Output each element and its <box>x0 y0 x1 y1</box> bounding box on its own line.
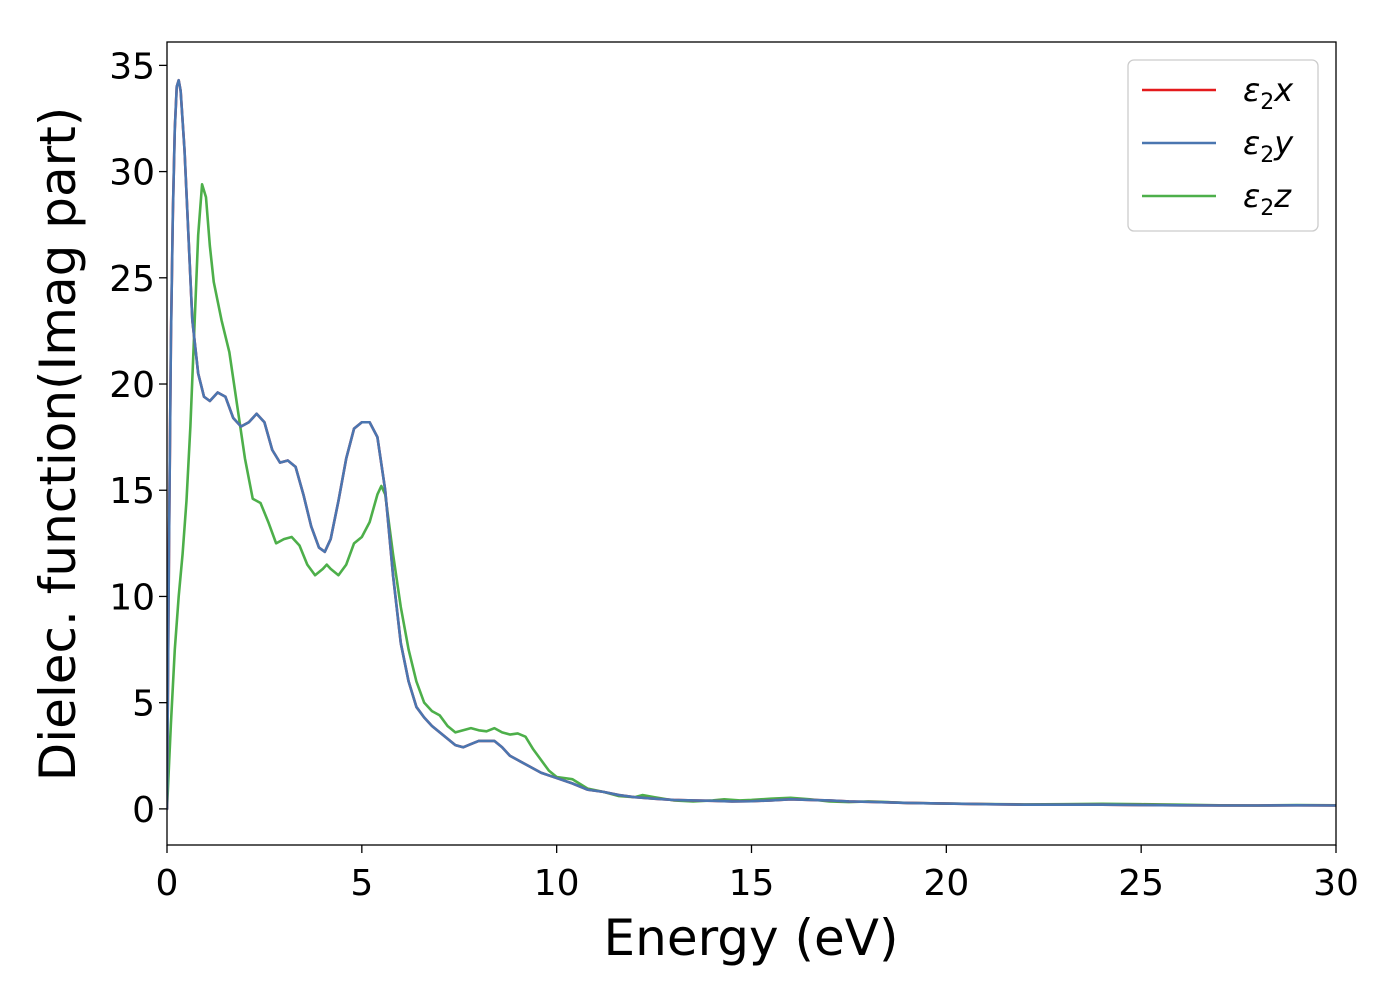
y-axis-label: Dielec. function(Imag part) <box>29 107 87 782</box>
x-axis-label: Energy (eV) <box>604 909 899 967</box>
y-tick-label: 5 <box>132 684 155 725</box>
legend-label-y: ε2y <box>1243 124 1294 168</box>
x-tick-label: 30 <box>1313 863 1359 904</box>
y-tick-label: 25 <box>109 259 155 300</box>
x-tick-label: 15 <box>729 863 775 904</box>
y-tick-label: 30 <box>109 153 155 194</box>
x-axis-ticks: 0 5 10 15 20 25 30 <box>156 845 1359 904</box>
legend-label-x: ε2x <box>1243 71 1294 115</box>
y-axis-ticks: 0 5 10 15 20 25 30 35 <box>109 46 167 831</box>
y-tick-label: 20 <box>109 365 155 406</box>
x-tick-label: 25 <box>1118 863 1164 904</box>
x-tick-label: 20 <box>923 863 969 904</box>
legend-label-z: ε2z <box>1243 177 1292 221</box>
y-tick-label: 15 <box>109 471 155 512</box>
legend-items: ε2x ε2y ε2z <box>1142 71 1294 221</box>
series-line-y <box>167 78 1336 811</box>
y-tick-label: 10 <box>109 577 155 618</box>
legend: ε2x ε2y ε2z <box>1127 59 1319 232</box>
legend-box <box>1127 59 1319 232</box>
series-layer <box>167 78 1336 811</box>
series-line-z <box>167 183 1336 811</box>
x-tick-label: 10 <box>534 863 580 904</box>
x-tick-label: 0 <box>156 863 179 904</box>
x-tick-label: 5 <box>350 863 373 904</box>
y-tick-label: 35 <box>109 46 155 87</box>
y-tick-label: 0 <box>132 790 155 831</box>
